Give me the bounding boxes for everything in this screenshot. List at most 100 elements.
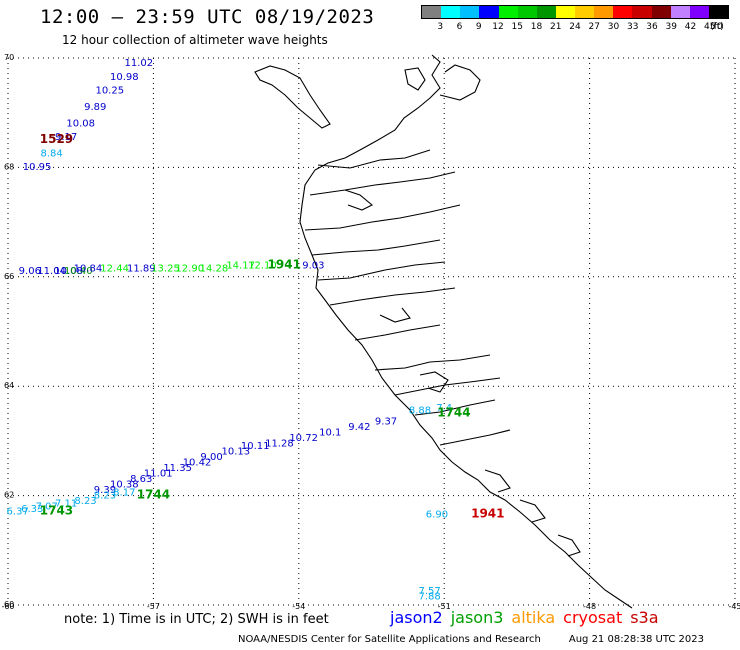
wave-height-value: 7.11 bbox=[55, 499, 77, 510]
wave-height-value: 8.63 bbox=[130, 474, 152, 485]
wave-height-value: 11.89 bbox=[127, 263, 156, 274]
color-scale-bar bbox=[421, 5, 729, 19]
wave-height-value: 6.90 bbox=[426, 509, 448, 520]
color-scale-label: 18 bbox=[530, 22, 543, 32]
credit-timestamp: Aug 21 08:28:38 UTC 2023 bbox=[568, 634, 705, 645]
wave-height-value: 11.35 bbox=[163, 463, 192, 474]
pass-time-label: 1529 bbox=[40, 132, 73, 146]
wave-height-value: 12.44 bbox=[100, 263, 129, 274]
wave-height-value: 9.89 bbox=[84, 102, 106, 113]
wave-height-value: 10.84 bbox=[74, 263, 103, 274]
color-swatch bbox=[613, 6, 633, 18]
wave-height-value: 10.08 bbox=[66, 118, 95, 129]
wave-height-value: 10.08 bbox=[54, 266, 83, 277]
wave-height-value: 7.4 bbox=[436, 403, 452, 414]
fjord-6 bbox=[329, 287, 456, 306]
wave-height-value: 10.42 bbox=[183, 458, 212, 469]
fjord-10 bbox=[414, 399, 496, 416]
coast-detail-5 bbox=[519, 499, 546, 523]
pass-time-label: 1744 bbox=[437, 405, 470, 419]
wave-height-value: 8.23 bbox=[94, 490, 116, 501]
wave-height-value: 6.33 bbox=[21, 504, 43, 515]
color-scale-label: 3 bbox=[437, 22, 444, 32]
color-scale-label: 70 bbox=[711, 22, 723, 32]
coastline-outer bbox=[299, 54, 633, 609]
wave-height-value: 9.03 bbox=[302, 261, 324, 272]
color-swatch bbox=[555, 6, 575, 18]
wave-height-value: 8.17 bbox=[113, 488, 135, 499]
wave-height-value: 7.57 bbox=[419, 586, 441, 597]
color-scale-label: 42 bbox=[684, 22, 697, 32]
wave-height-value: 14.28 bbox=[200, 263, 229, 274]
legend-item-jason3: jason3 bbox=[450, 608, 504, 627]
fjord-2 bbox=[309, 171, 456, 196]
fjord-3 bbox=[304, 204, 461, 231]
color-swatch bbox=[517, 6, 537, 18]
wave-height-value: 10.40 bbox=[64, 266, 93, 277]
lat-lon-grid bbox=[7, 57, 736, 606]
wave-height-value: 11.04 bbox=[37, 266, 66, 277]
greenland-coastline bbox=[254, 54, 633, 609]
wave-height-value: 10.25 bbox=[95, 86, 124, 97]
legend-item-s3a: s3a bbox=[630, 608, 659, 627]
wave-height-value: 14.17 bbox=[226, 261, 255, 272]
wave-height-value: 10.98 bbox=[110, 72, 139, 83]
color-swatch bbox=[536, 6, 556, 18]
wave-height-value: 9.37 bbox=[375, 416, 397, 427]
color-swatch bbox=[632, 6, 652, 18]
lon-tick-label: -48 bbox=[583, 602, 596, 611]
color-swatch bbox=[479, 6, 499, 18]
wave-height-value: 13.25 bbox=[151, 263, 180, 274]
color-swatch bbox=[594, 6, 614, 18]
lat-tick-label: 66 bbox=[4, 272, 14, 281]
lon-tick-label: -57 bbox=[147, 602, 160, 611]
color-scale-label: 24 bbox=[569, 22, 581, 32]
color-scale-label: 27 bbox=[588, 22, 600, 32]
wave-height-value: 9.42 bbox=[348, 422, 370, 433]
fjord-1 bbox=[317, 149, 431, 169]
lon-tick-label: -60 bbox=[1, 602, 14, 611]
lon-tick-label: -51 bbox=[438, 602, 451, 611]
lat-tick-label: 68 bbox=[4, 162, 14, 171]
wave-height-value: 8.84 bbox=[40, 148, 62, 159]
color-swatch bbox=[498, 6, 518, 18]
map-title: 12:00 – 23:59 UTC 08/19/2023 bbox=[40, 6, 375, 28]
coast-detail-1 bbox=[344, 189, 373, 211]
color-swatch bbox=[575, 6, 595, 18]
color-swatch bbox=[651, 6, 671, 18]
pass-time-label: 1941 bbox=[268, 258, 301, 272]
wave-height-value: 7.07 bbox=[36, 501, 58, 512]
color-swatch bbox=[689, 6, 709, 18]
wave-height-value: 9.39 bbox=[94, 485, 116, 496]
color-scale-labels: 3 6 9 12 15 18 21 24 27 30 33 36 39 42 45 70 (ft) bbox=[421, 22, 729, 34]
island-2 bbox=[404, 67, 426, 91]
color-swatch bbox=[708, 6, 728, 18]
wave-height-value: 10.1 bbox=[319, 427, 341, 438]
coast-detail-4 bbox=[484, 469, 511, 493]
color-scale-label: 45 bbox=[704, 22, 716, 32]
legend-item-altika: altika bbox=[511, 608, 556, 627]
fjord-8 bbox=[374, 354, 491, 371]
coast-detail-2 bbox=[379, 307, 411, 323]
fjord-11 bbox=[439, 429, 511, 446]
color-scale-label: 15 bbox=[511, 22, 523, 32]
wave-height-value: 11.01 bbox=[144, 468, 173, 479]
wave-height-value: 8.88 bbox=[409, 406, 431, 417]
axis-tick-labels: 70 68 66 64 62 60-60 -57 -54 -51 -48 -45 bbox=[1, 53, 740, 611]
color-scale-label: (ft) bbox=[710, 22, 724, 32]
lon-tick-label: -45 bbox=[728, 602, 740, 611]
color-swatch bbox=[441, 6, 461, 18]
wave-height-value: 10.13 bbox=[221, 447, 250, 458]
color-scale-label: 9 bbox=[475, 22, 482, 32]
wave-height-value: 11.02 bbox=[125, 58, 154, 69]
footnote: note: 1) Time is in UTC; 2) SWH is in fe… bbox=[64, 612, 329, 627]
wave-height-value: 7.88 bbox=[419, 592, 441, 603]
legend-item-cryosat: cryosat bbox=[563, 608, 623, 627]
coast-detail-6 bbox=[557, 534, 581, 557]
color-swatch bbox=[670, 6, 690, 18]
color-scale-label: 6 bbox=[456, 22, 463, 32]
color-scale-label: 12 bbox=[492, 22, 504, 32]
wave-height-value: 10.11 bbox=[241, 441, 270, 452]
island-1 bbox=[254, 65, 331, 129]
